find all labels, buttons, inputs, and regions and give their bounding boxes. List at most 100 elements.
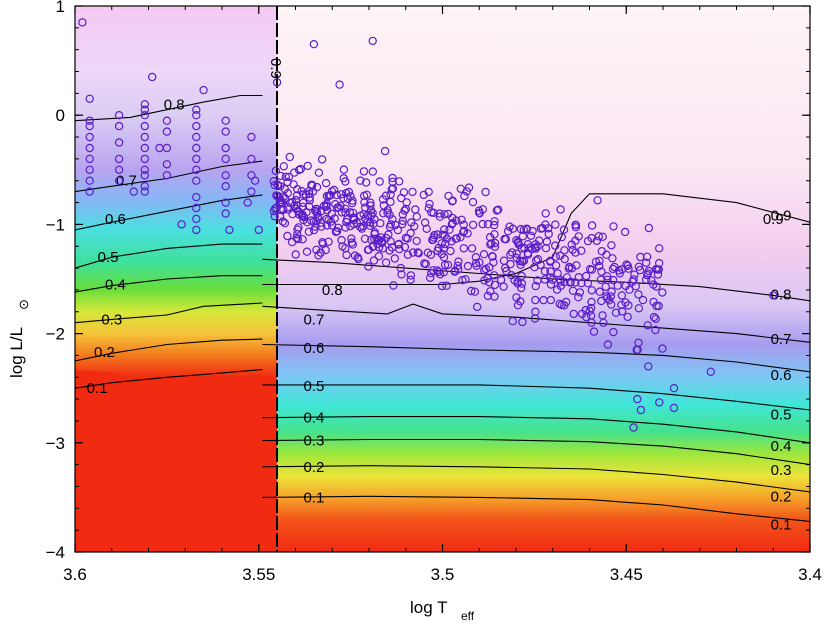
data-point bbox=[280, 184, 289, 194]
data-point bbox=[319, 201, 329, 211]
contour-right-0.5-label: 0.5 bbox=[303, 378, 324, 395]
data-point bbox=[221, 181, 230, 191]
data-point bbox=[490, 217, 499, 226]
data-point bbox=[530, 243, 540, 252]
data-point bbox=[129, 187, 138, 196]
contour-left-0.4 bbox=[75, 275, 263, 293]
data-point bbox=[427, 208, 436, 217]
data-point bbox=[445, 225, 454, 234]
boundary-contour-label: 0.9 bbox=[267, 58, 284, 79]
data-point bbox=[434, 243, 443, 253]
data-point bbox=[587, 318, 596, 327]
data-point bbox=[630, 270, 639, 279]
data-point bbox=[594, 261, 604, 271]
data-point bbox=[636, 405, 646, 415]
data-point bbox=[192, 214, 201, 224]
data-point bbox=[284, 172, 294, 182]
data-point bbox=[321, 178, 331, 188]
contour-edge-label: 0.9 bbox=[771, 208, 792, 225]
data-point bbox=[540, 275, 550, 284]
data-point bbox=[293, 225, 302, 234]
data-point bbox=[271, 166, 280, 176]
contour-right-0.4 bbox=[262, 416, 810, 444]
data-point bbox=[177, 220, 186, 229]
contour-edge-label: 0.6 bbox=[771, 367, 792, 384]
data-point bbox=[422, 224, 431, 233]
data-point bbox=[468, 220, 478, 230]
data-point bbox=[314, 168, 324, 177]
data-point bbox=[643, 270, 652, 280]
data-point bbox=[531, 244, 540, 253]
data-point bbox=[603, 275, 612, 284]
data-point bbox=[512, 235, 521, 245]
data-point bbox=[587, 286, 597, 295]
data-point bbox=[361, 178, 371, 187]
data-point bbox=[278, 217, 287, 226]
data-point bbox=[483, 274, 492, 283]
data-point bbox=[652, 301, 661, 311]
contour-left-0.1-label: 0.1 bbox=[87, 380, 108, 397]
data-point bbox=[556, 205, 565, 214]
contour-right-0.3-label: 0.3 bbox=[303, 433, 324, 450]
data-point bbox=[489, 258, 498, 267]
data-point bbox=[544, 229, 553, 239]
data-point bbox=[582, 312, 591, 322]
data-point bbox=[499, 256, 509, 265]
data-point bbox=[506, 259, 515, 269]
data-point bbox=[706, 367, 716, 376]
data-point bbox=[393, 225, 403, 235]
data-point bbox=[364, 262, 373, 271]
data-point bbox=[531, 307, 540, 316]
contour-right-0.2 bbox=[262, 465, 810, 493]
data-point bbox=[290, 168, 299, 177]
data-point bbox=[225, 225, 234, 235]
data-point bbox=[395, 244, 404, 254]
data-point bbox=[346, 191, 355, 201]
data-point bbox=[551, 241, 560, 250]
data-point bbox=[247, 154, 256, 164]
data-point bbox=[385, 222, 395, 232]
data-point bbox=[292, 191, 302, 200]
data-point bbox=[303, 161, 312, 171]
contour-left-0.3-label: 0.3 bbox=[101, 311, 122, 328]
data-point bbox=[406, 275, 415, 284]
data-point bbox=[617, 291, 627, 300]
data-point bbox=[297, 186, 306, 196]
data-point bbox=[531, 295, 540, 305]
data-point bbox=[442, 281, 451, 290]
data-point bbox=[669, 384, 679, 393]
data-point bbox=[609, 327, 618, 337]
data-point bbox=[349, 213, 358, 222]
contour-left-0.7-label: 0.7 bbox=[116, 173, 137, 190]
data-point bbox=[192, 192, 201, 202]
data-point bbox=[629, 423, 638, 432]
x-tick-label: 3.4 bbox=[798, 565, 822, 584]
data-point bbox=[284, 205, 293, 214]
data-point bbox=[523, 250, 533, 259]
axes: 3.6 3.55 3.5 3.45 3.4 1 0 −1 −2 −3 −4 bbox=[46, 0, 822, 584]
data-point bbox=[409, 248, 418, 257]
data-point bbox=[347, 238, 356, 247]
data-point bbox=[162, 116, 172, 125]
data-point bbox=[506, 250, 515, 259]
data-point bbox=[192, 105, 201, 114]
contour-edge-label: 0.5 bbox=[771, 406, 792, 423]
data-point bbox=[467, 286, 476, 296]
data-point bbox=[448, 196, 457, 205]
data-point bbox=[314, 251, 323, 260]
data-point bbox=[192, 203, 201, 213]
data-point bbox=[275, 199, 284, 209]
data-point bbox=[556, 277, 565, 286]
data-point bbox=[279, 162, 288, 171]
data-point bbox=[486, 240, 495, 249]
data-point bbox=[85, 94, 94, 104]
contour-labels: 0.8 0.7 0.6 0.5 0.4 0.3 0.2 0.1 0.9 0.8 0.7 0.6 0.5 0… bbox=[87, 96, 792, 533]
contour-right-0.5 bbox=[262, 384, 810, 411]
data-point bbox=[341, 223, 350, 232]
data-point bbox=[546, 280, 556, 289]
data-point bbox=[654, 301, 663, 311]
data-point bbox=[140, 165, 149, 174]
y-axis-title: log L/L ⊙ bbox=[7, 299, 31, 378]
data-point bbox=[359, 167, 369, 176]
data-point bbox=[270, 180, 279, 190]
